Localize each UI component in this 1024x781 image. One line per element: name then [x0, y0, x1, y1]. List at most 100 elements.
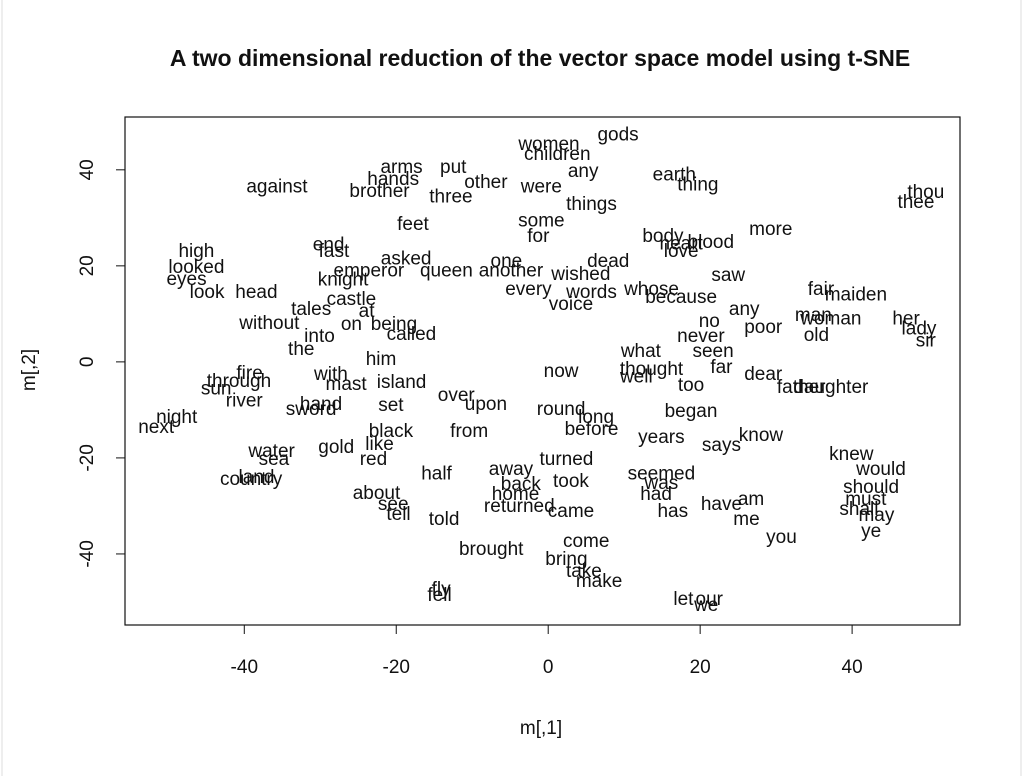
word-point: had — [640, 484, 672, 505]
word-point: gods — [597, 125, 638, 146]
word-point: thou — [907, 182, 944, 203]
word-point: emperor — [334, 261, 405, 282]
word-point: women — [517, 134, 579, 155]
word-point: with — [313, 364, 348, 385]
word-point: am — [738, 489, 764, 510]
word-point: fell — [427, 585, 451, 606]
word-point: asked — [381, 249, 432, 270]
word-point: fair — [808, 279, 835, 300]
word-point: make — [576, 571, 622, 592]
word-point: three — [429, 187, 472, 208]
word-point: earth — [653, 165, 696, 186]
word-point: some — [518, 211, 564, 232]
word-point: ye — [861, 521, 881, 542]
word-point: brought — [459, 539, 524, 560]
word-point: would — [855, 459, 906, 480]
word-point: more — [749, 219, 792, 240]
word-point: looked — [168, 257, 224, 278]
word-point: returned — [484, 496, 555, 517]
word-point: one — [491, 251, 523, 272]
word-point: should — [843, 477, 899, 498]
word-point: maiden — [825, 285, 887, 306]
word-point: called — [387, 324, 437, 345]
word-point: tales — [291, 299, 331, 320]
word-point: feet — [397, 214, 429, 235]
word-point: things — [566, 194, 617, 215]
word-point: bring — [545, 549, 587, 570]
x-tick-label: -40 — [231, 657, 258, 678]
word-point: poor — [744, 317, 783, 338]
word-point: seen — [692, 341, 733, 362]
word-point: castle — [327, 289, 377, 310]
word-point: wished — [550, 264, 610, 285]
word-point: red — [360, 449, 387, 470]
x-tick-label: 0 — [543, 657, 554, 678]
word-point: him — [366, 349, 397, 370]
word-point: any — [568, 161, 599, 182]
word-point: sea — [259, 449, 290, 470]
word-point: lady — [902, 319, 937, 340]
word-point: has — [657, 501, 688, 522]
word-point: end — [313, 235, 345, 256]
word-point: head — [235, 282, 277, 303]
word-point: body — [642, 226, 684, 247]
word-point: know — [739, 425, 784, 446]
word-point: night — [156, 407, 198, 428]
word-point: fire — [236, 363, 262, 384]
word-point: for — [527, 226, 550, 247]
word-point: eyes — [166, 269, 206, 290]
word-point: put — [440, 157, 467, 178]
word-point: dead — [587, 251, 629, 272]
word-point: seemed — [628, 464, 696, 485]
x-tick-label: 40 — [842, 657, 863, 678]
word-point: her — [892, 309, 920, 330]
word-point: took — [553, 471, 589, 492]
word-point: upon — [465, 394, 507, 415]
word-point: at — [359, 301, 376, 322]
word-point: about — [353, 483, 401, 504]
word-point: now — [544, 361, 579, 382]
y-tick-label: 20 — [77, 255, 98, 276]
word-point: father — [777, 377, 826, 398]
word-point: island — [377, 372, 427, 393]
word-point: too — [678, 375, 704, 396]
word-point: me — [733, 509, 759, 530]
word-point: land — [238, 467, 274, 488]
word-point: we — [693, 595, 718, 616]
word-point: over — [438, 385, 476, 406]
word-point: daughter — [793, 377, 869, 398]
word-point: because — [645, 287, 717, 308]
word-point: the — [288, 339, 314, 360]
word-point: hands — [367, 169, 419, 190]
word-point: may — [858, 505, 894, 526]
word-point: country — [220, 469, 283, 490]
word-point: queen — [420, 261, 473, 282]
word-point: well — [619, 367, 653, 388]
word-point: dear — [744, 364, 783, 385]
word-point: let — [673, 589, 694, 610]
y-tick-label: -20 — [77, 444, 98, 471]
word-point: high — [178, 241, 214, 262]
word-point: thought — [620, 359, 684, 380]
word-point: must — [845, 489, 887, 510]
word-point: back — [501, 474, 542, 495]
word-point: came — [548, 501, 594, 522]
word-point: knight — [318, 270, 369, 291]
word-point: without — [238, 313, 300, 334]
word-point: words — [565, 282, 617, 303]
word-point: what — [620, 341, 662, 362]
word-point: home — [492, 484, 540, 505]
word-point: saw — [711, 265, 745, 286]
word-point: were — [520, 177, 562, 198]
word-point: come — [563, 531, 609, 552]
word-point: take — [566, 561, 602, 582]
word-point: heart — [660, 234, 704, 255]
word-point: through — [207, 371, 271, 392]
word-point: before — [565, 419, 619, 440]
word-point: thing — [677, 175, 718, 196]
word-point: every — [505, 279, 552, 300]
word-point: any — [729, 299, 760, 320]
